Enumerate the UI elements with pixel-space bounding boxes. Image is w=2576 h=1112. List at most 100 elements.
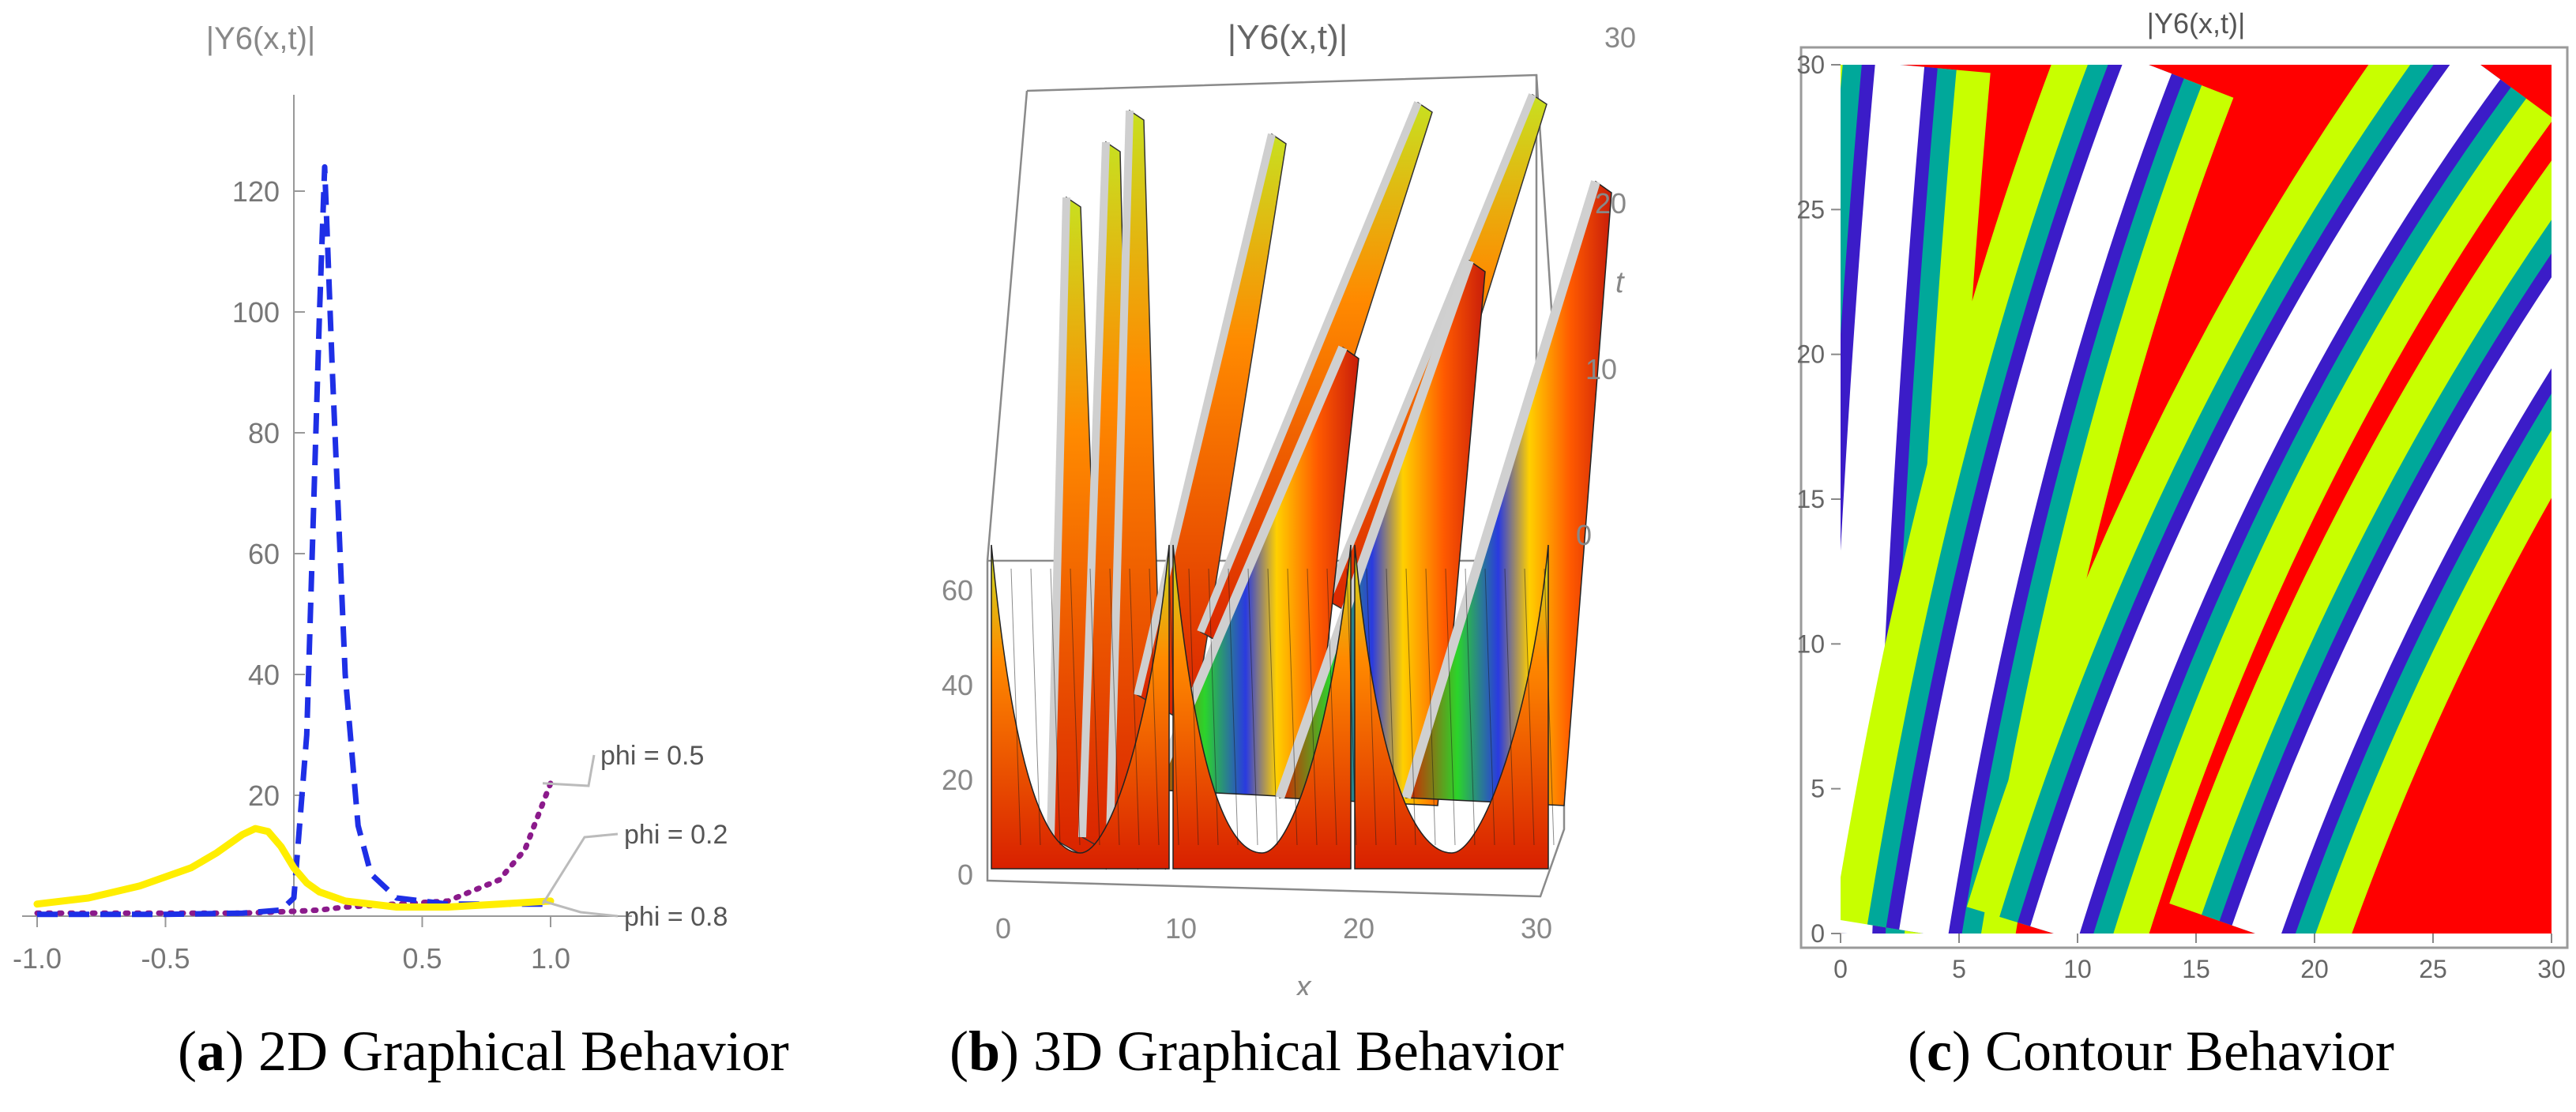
mesh-line [1307, 568, 1318, 846]
x-tick-label: 15 [2182, 955, 2210, 983]
ridge-cap [1401, 180, 1600, 799]
series-line [37, 163, 551, 918]
x-tick-label: -1.0 [13, 942, 62, 975]
mesh-line [1050, 568, 1061, 846]
mesh-line [1287, 568, 1298, 846]
x-tick-label: 10 [2063, 955, 2092, 983]
caption-b: (b) 3D Graphical Behavior [950, 1020, 1564, 1083]
contour-band-core [1899, 65, 2172, 934]
y-tick-label: 20 [1595, 187, 1626, 220]
mesh-line [1030, 568, 1041, 846]
mesh-line [1168, 568, 1179, 846]
x-tick-label: 30 [2537, 955, 2566, 983]
mesh-line [1544, 568, 1555, 846]
surface-valley [1354, 544, 1549, 870]
chart-contour-panel: |Y6(x,t)| 0 5 10 15 20 25 30 0 5 10 15 20 25 30 [1796, 7, 2569, 983]
ridge-cap [1106, 110, 1134, 838]
y-tick-label: 30 [1604, 21, 1636, 54]
mesh-line [1445, 568, 1456, 846]
y-tick-label: 100 [232, 296, 280, 329]
x-tick-label: 5 [1952, 955, 1966, 983]
x-axis-label: x [1295, 971, 1313, 995]
x-tick-label: 20 [1343, 912, 1374, 945]
caption-a: (a) 2D Graphical Behavior [178, 1020, 789, 1083]
mesh-line [1465, 568, 1476, 846]
x-tick-label: 1.0 [531, 942, 570, 975]
legend-leader [541, 832, 619, 905]
mesh-line [1405, 568, 1416, 846]
legend-label: phi = 0.5 [600, 741, 704, 771]
mesh-line [1524, 568, 1535, 846]
mesh-line [1267, 568, 1278, 846]
y-tick-label: 10 [1585, 353, 1617, 385]
chart-2d-panel: |Y6(x,t)| -1.0 -0.5 0.5 1.0 20 40 60 80 100 120 p… [13, 21, 728, 975]
chart-contour-title: |Y6(x,t)| [2147, 7, 2246, 39]
legend-label: phi = 0.2 [624, 820, 728, 850]
chart-3d-title: |Y6(x,t)| [1228, 18, 1348, 57]
y-tick-label: 40 [248, 659, 280, 691]
y-tick-label: 5 [1811, 775, 1825, 803]
mesh-line [1326, 568, 1337, 846]
surface-valley [991, 544, 1170, 870]
y-tick-label: 0 [1576, 519, 1592, 551]
mesh-line [1504, 568, 1515, 846]
y-tick-label: 30 [1796, 51, 1825, 79]
z-tick-label: 40 [942, 669, 973, 701]
plot-frame [1799, 46, 2569, 949]
y-tick-label: 25 [1796, 195, 1825, 224]
legend-label: phi = 0.8 [624, 902, 728, 932]
mesh-line [1346, 568, 1357, 846]
z-tick-label: 0 [957, 858, 973, 891]
z-tick-label: 60 [942, 574, 973, 607]
mesh-line [1228, 568, 1239, 846]
series-line [34, 780, 554, 916]
x-tick-label: 25 [2419, 955, 2447, 983]
mesh-line [1208, 568, 1219, 846]
x-tick-label: 20 [2300, 955, 2329, 983]
mesh-line [1247, 568, 1258, 846]
mesh-line [1109, 568, 1120, 846]
x-tick-label: -0.5 [141, 942, 190, 975]
y-tick-label: 120 [232, 175, 280, 208]
y-tick-label: 0 [1811, 919, 1825, 948]
mesh-line [1366, 568, 1377, 846]
y-tick-label: 20 [1796, 340, 1825, 369]
y-tick-label: 15 [1796, 485, 1825, 513]
contour-band-core [2030, 65, 2501, 934]
x-tick-label: 0 [1833, 955, 1848, 983]
x-tick-label: 0.5 [402, 942, 442, 975]
x-tick-label: 30 [1521, 912, 1552, 945]
contour-band-core [2232, 277, 2552, 934]
y-tick-label: 60 [248, 538, 280, 570]
legend-leader [542, 900, 619, 918]
mesh-line [1010, 568, 1021, 846]
ridge-cap [1275, 259, 1474, 799]
mesh-line [1188, 568, 1199, 846]
y-tick-label: 10 [1796, 629, 1825, 658]
y-tick-label: 80 [248, 417, 280, 449]
mesh-line [1484, 568, 1495, 846]
x-tick-label: 0 [995, 912, 1011, 945]
ridge-cap [1134, 133, 1276, 697]
mesh-line [1089, 568, 1100, 846]
mesh-line [1386, 568, 1397, 846]
ridge-cap [1047, 197, 1070, 838]
ridge-cap [1323, 93, 1536, 602]
mesh-line [1149, 568, 1160, 846]
ridge-cap [1078, 141, 1110, 838]
contour-band-core [1841, 65, 1925, 934]
z-tick-label: 20 [942, 764, 973, 796]
mesh-line [1070, 568, 1081, 846]
y-axis-label: t [1615, 266, 1625, 299]
x-tick-label: 10 [1165, 912, 1197, 945]
ridge-cap [1197, 101, 1422, 633]
chart-2d-title: |Y6(x,t)| [206, 21, 316, 56]
mesh-line [1129, 568, 1140, 846]
caption-c: (c) Contour Behavior [1908, 1020, 2394, 1083]
mesh-line [1425, 568, 1436, 846]
chart-3d-panel: |Y6(x,t)| 0 10 20 30 x 0 20 40 60 0 10 20 30 t [942, 18, 1636, 995]
y-tick-label: 20 [248, 780, 280, 812]
legend-leader [542, 754, 596, 787]
series-line [33, 825, 555, 911]
surface-valley [1172, 544, 1352, 870]
